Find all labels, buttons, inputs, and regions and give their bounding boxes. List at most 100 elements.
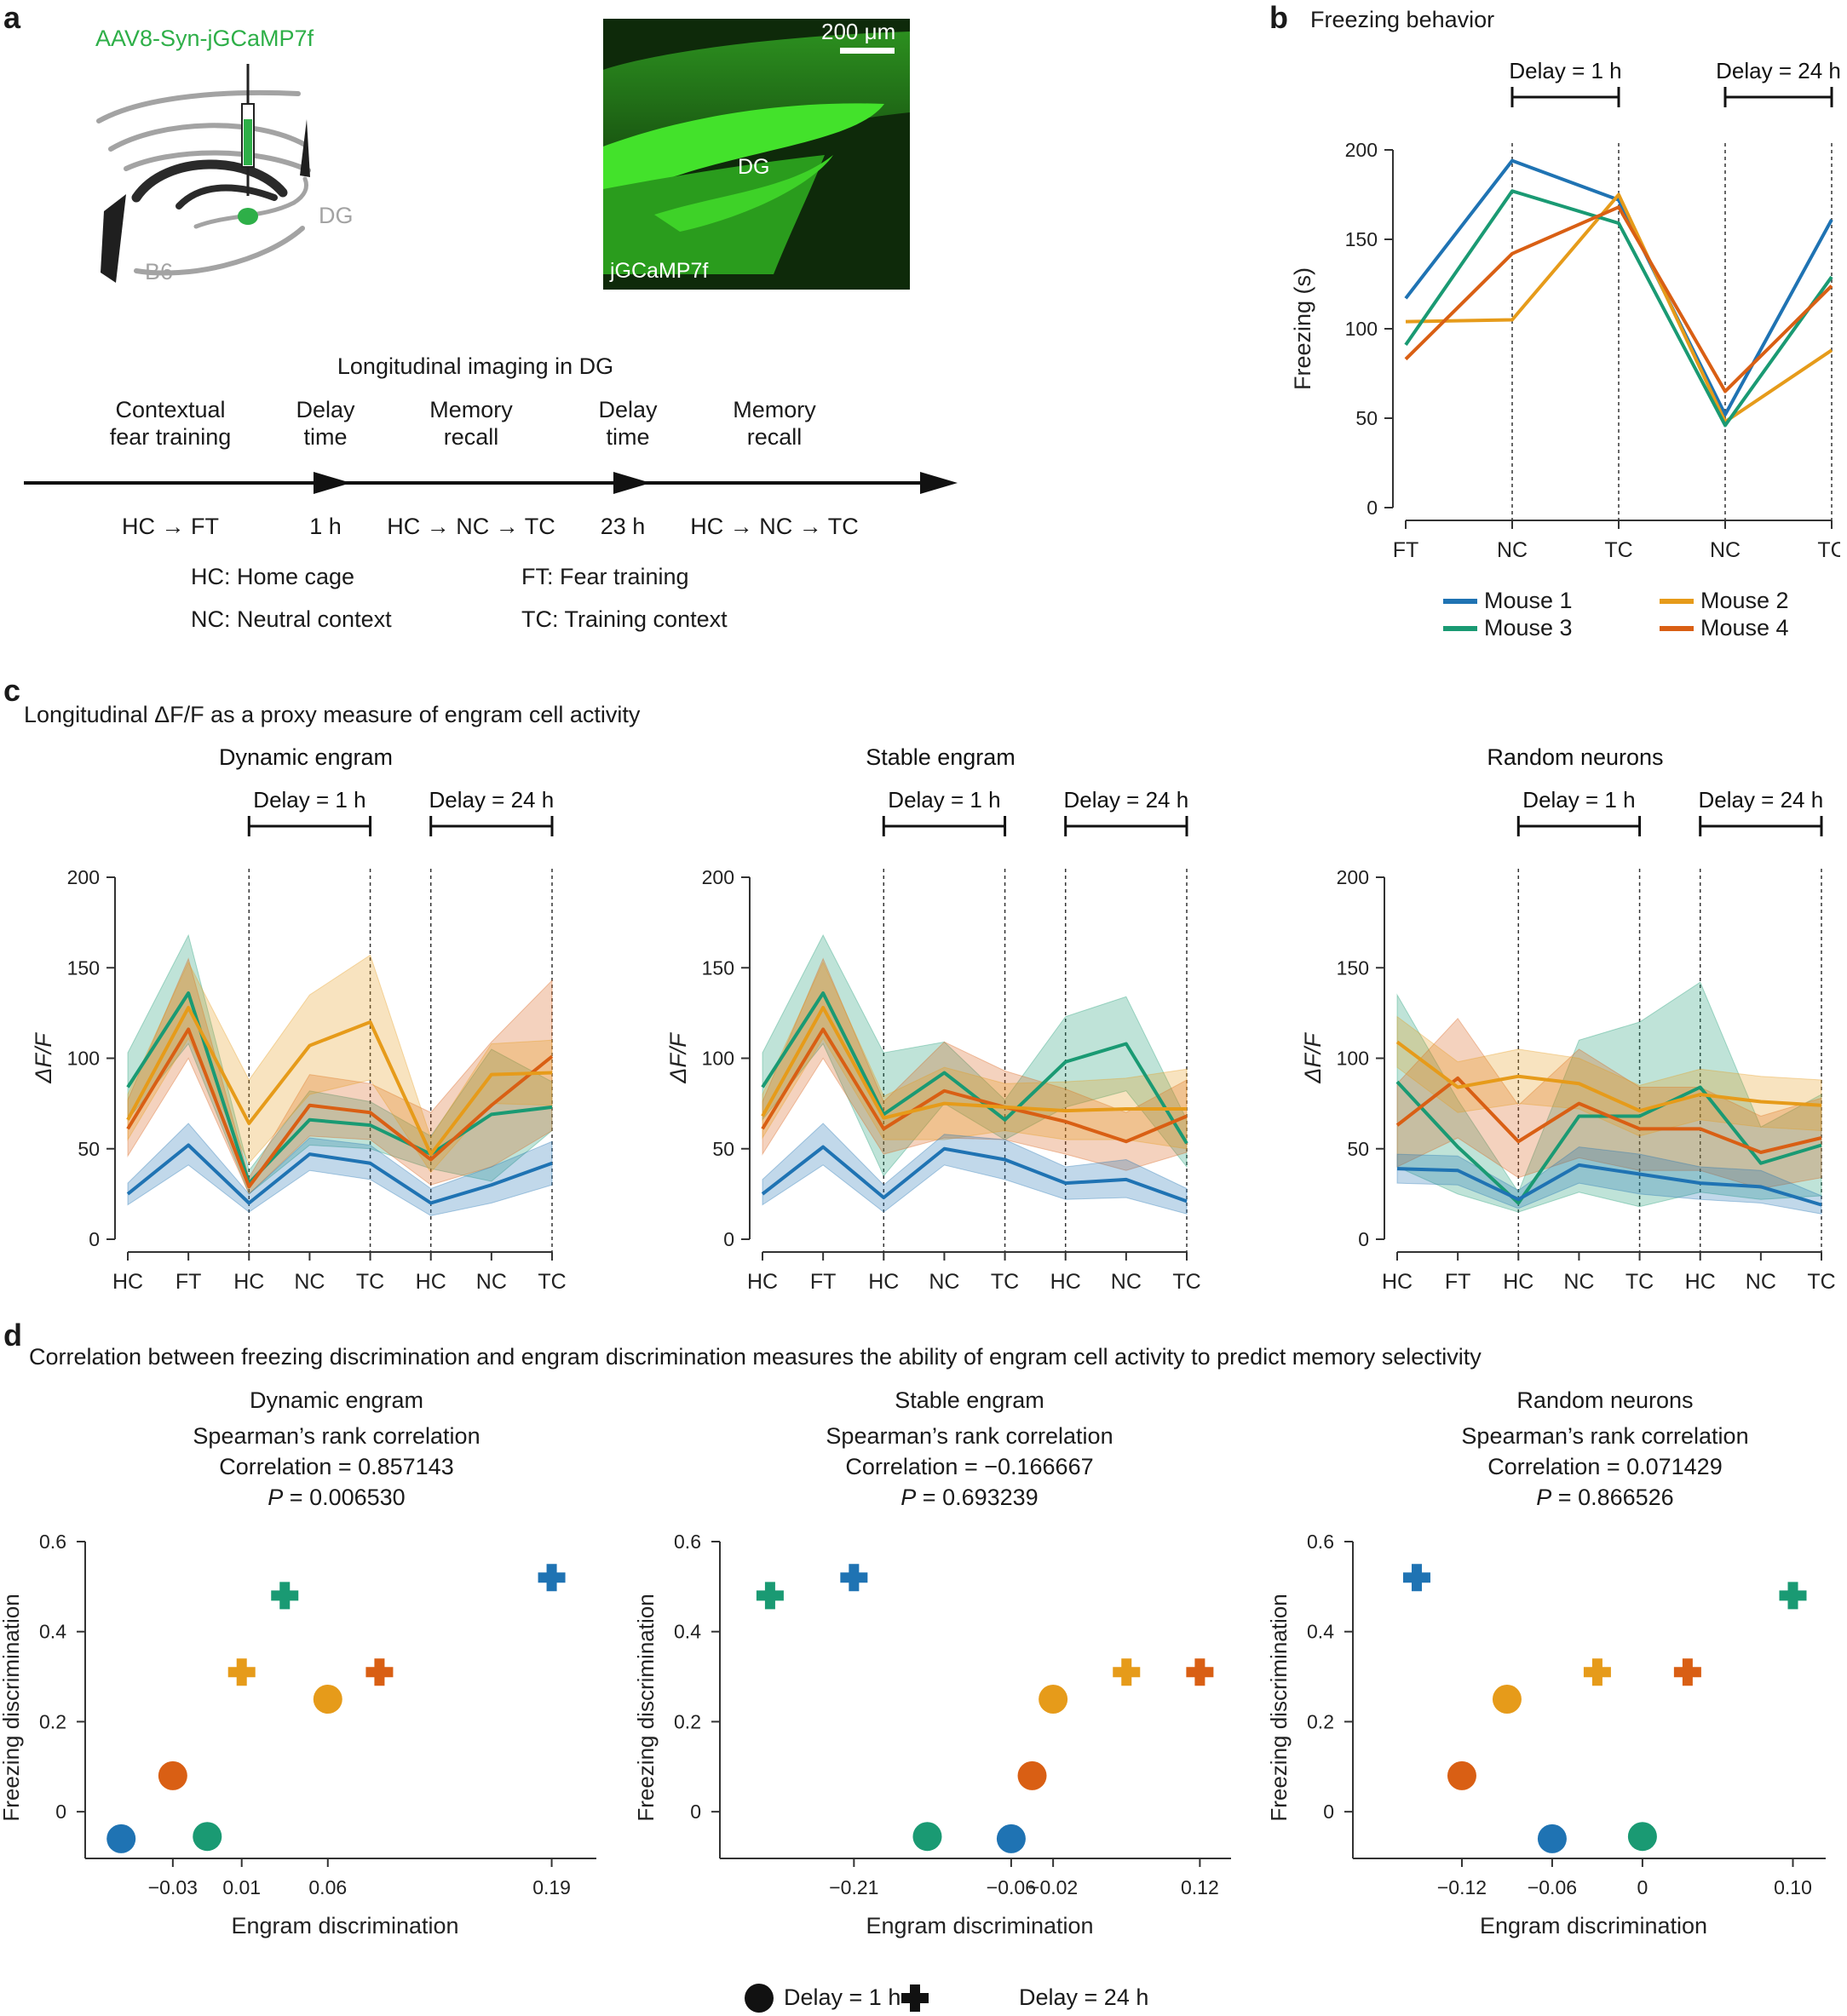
stage-5-line2: recall — [746, 424, 803, 450]
stable-p-value: = 0.693239 — [916, 1485, 1039, 1510]
c1-x-tick-label: NC — [929, 1270, 959, 1294]
d1-y-tick-label: 0.2 — [674, 1710, 701, 1732]
d0-point-circle-mouse1 — [106, 1824, 136, 1853]
dynamic-correlation: Correlation = 0.857143 — [219, 1454, 454, 1479]
freezing-behavior-chart: 0 50 100 150 200 FT NC TC NC TC Delay = 1 h Delay =… — [1290, 58, 1840, 562]
d0-x-tick-label: 0.19 — [532, 1876, 571, 1898]
random-p-value: = 0.866526 — [1551, 1485, 1674, 1510]
stage-5-heading: Memory recall — [733, 396, 816, 451]
d2-point-circle-mouse3 — [1627, 1822, 1657, 1852]
d2-x-tick-label: −0.06 — [1528, 1876, 1577, 1898]
b-x-tick-label: TC — [1817, 538, 1840, 562]
brain-outline-outer — [96, 89, 301, 123]
c1-y-axis-label: ΔF/F — [665, 1032, 691, 1084]
d1-point-circle-mouse4 — [1017, 1760, 1047, 1790]
d0-point-circle-mouse3 — [193, 1822, 222, 1852]
c2-x-tick-label: TC — [1625, 1270, 1654, 1294]
c0-subplot-title: Dynamic engram — [219, 744, 393, 770]
c0-band-mouse3 — [127, 933, 553, 1195]
b-x-tick-label: TC — [1604, 538, 1632, 562]
timeline-title: Longitudinal imaging in DG — [337, 353, 614, 379]
stable-engram-dff-chart: 0 50 100 150 200 HC FT HC NC TC HC NC TC Delay = 1 h D… — [665, 744, 1201, 1294]
d0-y-tick-label: 0.6 — [39, 1531, 66, 1553]
brain-outline-bottom — [134, 226, 305, 276]
b-bracket-label-1: Delay = 24 h — [1716, 58, 1840, 83]
c0-bracket-label-1: Delay = 24 h — [429, 787, 554, 813]
c1-line-mouse1 — [761, 1145, 1188, 1203]
c1-bracket-label-0: Delay = 1 h — [888, 787, 1000, 813]
stage-3-line1: Memory — [429, 397, 513, 422]
timeline-arrowhead-1 — [314, 472, 351, 494]
timeline-arrowhead-3 — [920, 472, 958, 494]
stage-4-sequence: 23 h — [600, 514, 646, 539]
d0-y-tick-label: 0.4 — [39, 1621, 66, 1643]
c0-line-mouse4 — [126, 1027, 554, 1189]
d2-point-circle-mouse2 — [1492, 1685, 1522, 1714]
c2-subplot-title: Random neurons — [1487, 744, 1663, 770]
d0-point-circle-mouse2 — [313, 1685, 342, 1714]
random-neurons-dff-chart: 0 50 100 150 200 HC FT HC NC TC HC NC TC Delay = 1 h D… — [1300, 744, 1836, 1294]
c0-y-tick-label: 150 — [67, 956, 100, 979]
c1-x-tick-label: FT — [810, 1270, 837, 1294]
c1-y-tick-label: 200 — [702, 866, 734, 888]
c2-x-tick-label: TC — [1807, 1270, 1835, 1294]
c1-band-mouse4 — [762, 957, 1188, 1171]
b-y-tick-label: 150 — [1345, 228, 1378, 250]
panel-label-a: a — [3, 0, 21, 35]
c0-x-tick-label: NC — [476, 1270, 507, 1294]
c0-x-tick-label: TC — [538, 1270, 566, 1294]
dynamic-p-value: = 0.006530 — [283, 1485, 406, 1510]
abbrev-tc: TC: Training context — [521, 606, 728, 632]
timeline-arrow — [24, 472, 958, 494]
d2-x-tick-label: −0.12 — [1437, 1876, 1487, 1898]
c0-x-tick-label: HC — [233, 1270, 264, 1294]
stage-4-heading: Delay time — [598, 396, 657, 451]
stable-stats-block: Stable engram Spearman’s rank correlatio… — [826, 1385, 1113, 1513]
b-y-tick-label: 100 — [1345, 318, 1378, 340]
brain-outline-lower — [124, 150, 311, 173]
brain-dark-wedge-right — [300, 119, 310, 177]
stage-2-line1: Delay — [296, 397, 355, 422]
panel-c-title: Longitudinal ΔF/F as a proxy measure of … — [24, 702, 641, 727]
legend-plus-marker — [901, 1984, 929, 2012]
d2-point-plus-mouse4 — [1673, 1658, 1701, 1686]
legend-label-mouse2: Mouse 2 — [1700, 588, 1789, 613]
c0-x-tick-label: TC — [356, 1270, 384, 1294]
d2-y-axis-label: Freezing discrimination — [1268, 1594, 1292, 1821]
d0-x-tick-label: 0.06 — [308, 1876, 347, 1898]
d0-point-plus-mouse2 — [227, 1658, 256, 1686]
d2-point-plus-mouse3 — [1779, 1582, 1807, 1610]
c1-line-mouse2 — [761, 1006, 1187, 1120]
c0-x-tick-label: NC — [294, 1270, 325, 1294]
c1-subplot-title: Stable engram — [866, 744, 1016, 770]
c1-x-tick-label: HC — [747, 1270, 778, 1294]
virus-label: AAV8-Syn-jGCaMP7f — [95, 26, 314, 51]
stage-1-sequence: HC → FT — [122, 514, 219, 539]
microscopy-image: 200 μm DG jGCaMP7f — [603, 19, 910, 290]
d2-point-plus-mouse2 — [1583, 1658, 1611, 1686]
b-y-axis-label: Freezing (s) — [1290, 267, 1315, 390]
abbrev-hc: HC: Home cage — [191, 564, 355, 589]
d1-x-axis-label: Engram discrimination — [866, 1913, 1093, 1938]
c0-x-tick-label: HC — [416, 1270, 446, 1294]
b-y-tick-label: 50 — [1355, 407, 1378, 429]
stage-2-sequence: 1 h — [309, 514, 342, 539]
c0-y-tick-label: 0 — [89, 1228, 100, 1250]
c2-y-tick-label: 0 — [1358, 1228, 1369, 1250]
d0-point-circle-mouse4 — [158, 1760, 187, 1790]
stable-correlation: Correlation = −0.166667 — [845, 1454, 1094, 1479]
c0-x-tick-label: HC — [112, 1270, 143, 1294]
micro-dg-label: DG — [738, 155, 770, 179]
c1-band-mouse3 — [762, 933, 1188, 1177]
dynamic-engram-scatter: 0 0.2 0.4 0.6 −0.03 0.01 0.06 0.19 Engram discri… — [0, 1531, 596, 1938]
d1-point-circle-mouse1 — [996, 1824, 1026, 1853]
legend-label-mouse3: Mouse 3 — [1484, 615, 1573, 640]
c1-y-tick-label: 150 — [702, 956, 734, 979]
dynamic-p-value-line: P = 0.006530 — [193, 1482, 480, 1513]
d0-y-axis-label: Freezing discrimination — [0, 1594, 24, 1821]
random-p-value-line: P = 0.866526 — [1461, 1482, 1748, 1513]
c0-y-tick-label: 100 — [67, 1048, 100, 1070]
hippocampus-dark-arc — [131, 159, 288, 203]
c1-y-tick-label: 100 — [702, 1048, 734, 1070]
c1-x-tick-label: TC — [1172, 1270, 1200, 1294]
